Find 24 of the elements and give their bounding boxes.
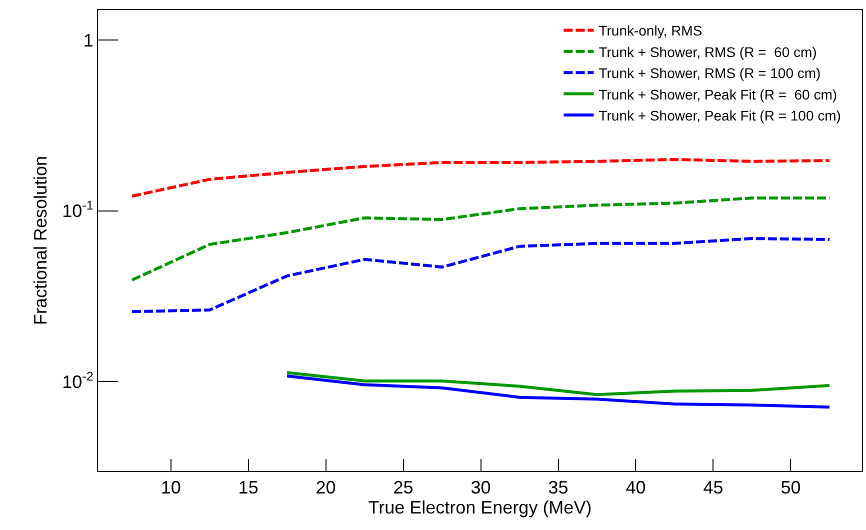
x-tick-label: 25 [393,478,414,498]
y-tick-label: 1 [83,30,94,50]
legend-label: Trunk + Shower, Peak Fit (R = 100 cm) [598,107,841,124]
y-axis-title: Fractional Resolution [30,156,50,326]
x-tick-label: 15 [238,478,258,498]
x-tick-label: 10 [160,478,181,498]
x-tick-label: 45 [703,478,724,498]
line-series [130,237,831,314]
legend-label: Trunk + Shower, Peak Fit (R = 60 cm) [598,86,838,102]
legend-label: Trunk + Shower, RMS (R = 60 cm) [598,44,817,60]
x-axis-title: True Electron Energy (MeV) [368,498,592,518]
line-series [130,158,831,198]
line-series [286,371,831,396]
y-tick-label: 10$^{-1}$ [62,198,94,222]
line-series [286,374,831,409]
legend-label: Trunk + Shower, RMS (R = 100 cm) [598,65,821,82]
y-tick-label: 10$^{-2}$ [62,369,94,392]
legend-label: Trunk-only, RMS [598,22,702,39]
line-series [130,196,831,282]
x-tick-label: 35 [548,478,568,498]
x-tick-label: 30 [470,478,491,498]
x-tick-label: 40 [626,478,646,498]
x-tick-label: 50 [780,478,801,498]
x-tick-label: 20 [316,478,336,498]
